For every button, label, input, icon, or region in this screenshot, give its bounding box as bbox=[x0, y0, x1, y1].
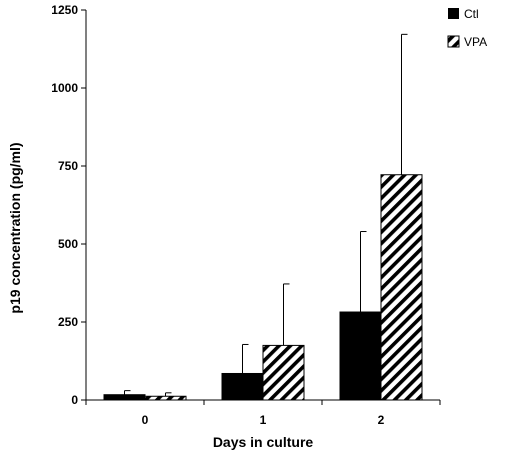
y-tick-label: 1250 bbox=[51, 3, 78, 17]
y-tick-label: 750 bbox=[58, 159, 78, 173]
y-tick-label: 500 bbox=[58, 237, 78, 251]
bar-ctl-day-1 bbox=[221, 372, 264, 401]
bar-vpa-day-1 bbox=[262, 344, 305, 401]
legend-label-vpa: VPA bbox=[464, 35, 487, 49]
error-bars bbox=[124, 33, 408, 397]
legend-swatch-ctl bbox=[448, 8, 459, 19]
y-axis-ticks: 0 250 500 750 1000 1250 bbox=[51, 3, 86, 407]
bar-ctl-day-0 bbox=[103, 394, 146, 401]
x-tick-label: 2 bbox=[378, 413, 385, 427]
bar-ctl-day-2 bbox=[339, 311, 382, 401]
bar-vpa-day-2 bbox=[380, 174, 423, 401]
x-axis-ticks: 0 1 2 bbox=[85, 400, 441, 427]
x-tick-label: 1 bbox=[260, 413, 267, 427]
y-axis-title: p19 concentration (pg/ml) bbox=[7, 142, 23, 313]
x-tick-label: 0 bbox=[142, 413, 149, 427]
x-axis-title: Days in culture bbox=[213, 434, 314, 450]
bars bbox=[103, 174, 423, 401]
y-tick-label: 0 bbox=[71, 393, 78, 407]
legend-swatch-vpa bbox=[447, 35, 460, 48]
y-tick-label: 1000 bbox=[51, 81, 78, 95]
y-tick-label: 250 bbox=[58, 315, 78, 329]
bar-vpa-day-0 bbox=[144, 395, 187, 401]
legend-label-ctl: Ctl bbox=[464, 7, 479, 21]
legend: Ctl VPA bbox=[447, 7, 487, 49]
